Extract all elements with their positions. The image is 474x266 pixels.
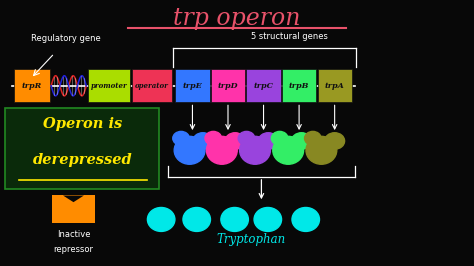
Text: trpB: trpB xyxy=(289,82,309,90)
Polygon shape xyxy=(63,196,84,202)
Ellipse shape xyxy=(292,133,311,149)
Text: Tryptophan: Tryptophan xyxy=(217,233,286,246)
FancyBboxPatch shape xyxy=(132,69,172,102)
FancyBboxPatch shape xyxy=(318,69,352,102)
FancyBboxPatch shape xyxy=(211,69,245,102)
Ellipse shape xyxy=(271,131,288,145)
Ellipse shape xyxy=(304,131,321,145)
Text: trpA: trpA xyxy=(325,82,345,90)
FancyBboxPatch shape xyxy=(175,69,210,102)
Text: operator: operator xyxy=(135,82,169,90)
Text: trpR: trpR xyxy=(22,82,42,90)
Text: Inactive: Inactive xyxy=(57,230,90,239)
Text: Operon is: Operon is xyxy=(43,117,123,131)
Text: Regulatory gene: Regulatory gene xyxy=(31,34,101,43)
Ellipse shape xyxy=(193,133,213,149)
Text: repressor: repressor xyxy=(54,245,93,254)
Ellipse shape xyxy=(273,136,303,164)
Ellipse shape xyxy=(325,133,345,149)
FancyBboxPatch shape xyxy=(282,69,316,102)
Ellipse shape xyxy=(207,136,237,164)
Ellipse shape xyxy=(239,136,270,164)
FancyBboxPatch shape xyxy=(88,69,130,102)
Text: promoter: promoter xyxy=(91,82,128,90)
Ellipse shape xyxy=(205,131,221,145)
FancyBboxPatch shape xyxy=(14,69,50,102)
Ellipse shape xyxy=(183,207,210,231)
Ellipse shape xyxy=(238,131,255,145)
Ellipse shape xyxy=(306,136,337,164)
Ellipse shape xyxy=(225,133,245,149)
FancyBboxPatch shape xyxy=(52,195,95,223)
Ellipse shape xyxy=(292,207,319,231)
FancyBboxPatch shape xyxy=(246,69,281,102)
Ellipse shape xyxy=(147,207,175,231)
Ellipse shape xyxy=(258,133,278,149)
FancyBboxPatch shape xyxy=(5,108,159,189)
Ellipse shape xyxy=(173,131,189,145)
Text: trpD: trpD xyxy=(218,82,238,90)
Text: trpC: trpC xyxy=(254,82,273,90)
Ellipse shape xyxy=(221,207,248,231)
Text: 5 structural genes: 5 structural genes xyxy=(251,32,328,41)
Text: trpE: trpE xyxy=(182,82,202,90)
Ellipse shape xyxy=(174,136,205,164)
Text: derepressed: derepressed xyxy=(33,153,133,167)
Text: trp operon: trp operon xyxy=(173,7,301,30)
Ellipse shape xyxy=(254,207,282,231)
